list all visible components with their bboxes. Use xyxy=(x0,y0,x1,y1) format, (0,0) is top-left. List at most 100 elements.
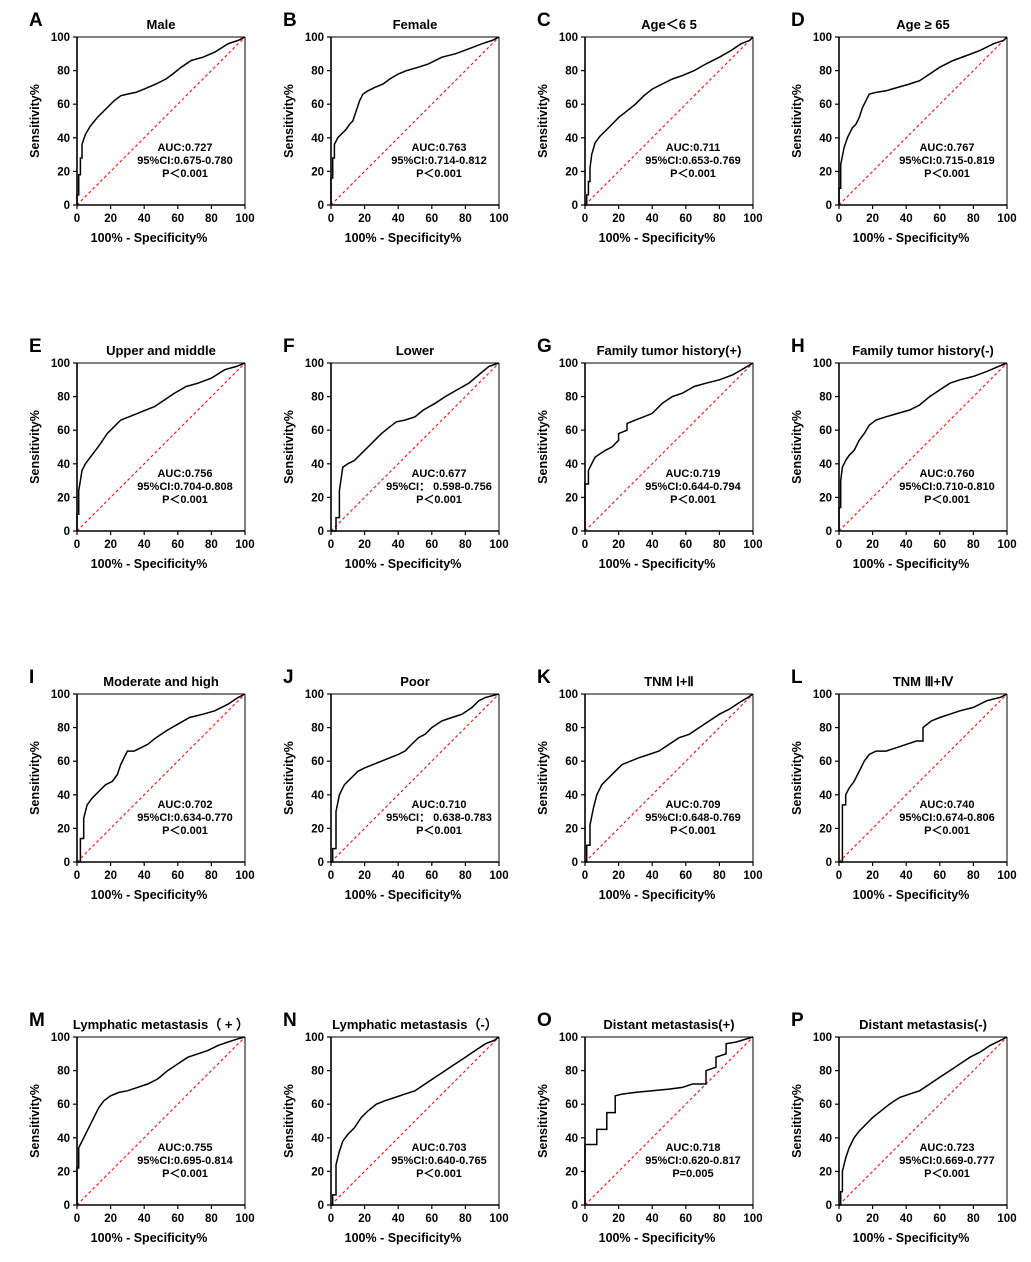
reference-diagonal-line xyxy=(76,1036,246,1206)
reference-diagonal-line xyxy=(330,693,500,863)
panel-title: Lymphatic metastasis（ + ） xyxy=(73,1017,249,1032)
panel-letter: M xyxy=(29,1010,45,1031)
ci-annotation: 95%CI:0.653-0.769 xyxy=(645,155,740,167)
x-tick-label: 0 xyxy=(328,870,334,882)
y-tick-label: 0 xyxy=(64,526,70,538)
x-tick-label: 0 xyxy=(74,1213,80,1225)
y-tick-label: 20 xyxy=(819,492,832,504)
x-tick-label: 100 xyxy=(743,1213,762,1225)
y-tick-label: 20 xyxy=(565,492,578,504)
x-axis-label: 100% - Specificity% xyxy=(853,231,970,245)
panel-title: Distant metastasis(+) xyxy=(603,1017,734,1032)
y-tick-label: 40 xyxy=(311,1133,324,1145)
y-tick-label: 40 xyxy=(819,459,832,471)
y-tick-label: 0 xyxy=(572,526,578,538)
y-tick-label: 100 xyxy=(51,1032,70,1044)
ci-annotation: 95%CI： 0.598-0.756 xyxy=(386,481,492,493)
y-axis-label: Sensitivity% xyxy=(790,1084,804,1158)
x-tick-label: 80 xyxy=(713,870,726,882)
roc-curve-line xyxy=(838,362,1008,531)
x-tick-label: 60 xyxy=(425,539,438,551)
y-tick-label: 60 xyxy=(565,425,578,437)
y-tick-label: 60 xyxy=(311,756,324,768)
y-tick-label: 100 xyxy=(305,32,324,44)
x-tick-label: 60 xyxy=(679,1213,692,1225)
roc-panel-p: P Distant metastasis(-) 0 20 40 60 80 100 0 20 40 6… xyxy=(790,1010,1017,1245)
p-value-annotation: P＜0.001 xyxy=(670,168,716,180)
x-tick-label: 40 xyxy=(392,539,405,551)
x-tick-label: 80 xyxy=(967,539,980,551)
y-tick-label: 60 xyxy=(819,756,832,768)
panel-title: Age ≥ 65 xyxy=(896,17,949,32)
y-tick-label: 20 xyxy=(565,166,578,178)
y-axis-label: Sensitivity% xyxy=(28,84,42,158)
x-axis-label: 100% - Specificity% xyxy=(91,888,208,902)
auc-annotation: AUC:0.760 xyxy=(919,468,974,480)
y-tick-label: 40 xyxy=(819,790,832,802)
roc-curve-line xyxy=(584,1036,754,1205)
y-tick-label: 0 xyxy=(318,526,324,538)
auc-annotation: AUC:0.677 xyxy=(411,468,466,480)
x-tick-label: 100 xyxy=(235,213,254,225)
panel-title: Family tumor history(-) xyxy=(852,343,994,358)
roc-panel-m: M Lymphatic metastasis（ + ） 0 20 40 60 80 100 0 2… xyxy=(28,1010,255,1245)
panel-title: Male xyxy=(147,17,176,32)
roc-curve-line xyxy=(77,693,246,863)
y-axis-label: Sensitivity% xyxy=(28,410,42,484)
x-tick-label: 40 xyxy=(900,539,913,551)
p-value-annotation: P＜0.001 xyxy=(416,168,462,180)
x-tick-label: 0 xyxy=(74,213,80,225)
p-value-annotation: P＜0.001 xyxy=(162,1168,208,1180)
auc-annotation: AUC:0.727 xyxy=(157,142,212,154)
p-value-annotation: P＜0.001 xyxy=(162,168,208,180)
x-tick-label: 80 xyxy=(205,1213,218,1225)
y-tick-label: 0 xyxy=(826,1200,832,1212)
y-tick-label: 80 xyxy=(819,1066,832,1078)
y-tick-label: 60 xyxy=(311,1099,324,1111)
x-tick-label: 100 xyxy=(997,870,1016,882)
x-tick-label: 80 xyxy=(967,870,980,882)
reference-diagonal-line xyxy=(76,36,246,206)
y-tick-label: 0 xyxy=(572,1200,578,1212)
x-tick-label: 0 xyxy=(328,1213,334,1225)
x-tick-label: 100 xyxy=(235,539,254,551)
x-tick-label: 60 xyxy=(679,213,692,225)
auc-annotation: AUC:0.703 xyxy=(411,1142,466,1154)
y-tick-label: 100 xyxy=(305,689,324,701)
y-axis-label: Sensitivity% xyxy=(282,741,296,815)
reference-diagonal-line xyxy=(838,36,1008,206)
y-tick-label: 60 xyxy=(565,99,578,111)
y-axis-label: Sensitivity% xyxy=(790,741,804,815)
y-tick-label: 20 xyxy=(57,823,70,835)
x-tick-label: 20 xyxy=(612,539,625,551)
y-tick-label: 60 xyxy=(819,1099,832,1111)
ci-annotation: 95%CI:0.715-0.819 xyxy=(899,155,994,167)
y-axis-label: Sensitivity% xyxy=(28,1084,42,1158)
roc-curve-line xyxy=(76,1036,246,1205)
x-tick-label: 100 xyxy=(489,870,508,882)
auc-annotation: AUC:0.767 xyxy=(919,142,974,154)
x-tick-label: 100 xyxy=(743,539,762,551)
y-tick-label: 60 xyxy=(565,756,578,768)
y-tick-label: 40 xyxy=(57,1133,70,1145)
x-tick-label: 0 xyxy=(74,539,80,551)
roc-curve-line xyxy=(585,36,754,206)
x-tick-label: 60 xyxy=(171,1213,184,1225)
x-tick-label: 80 xyxy=(967,213,980,225)
auc-annotation: AUC:0.710 xyxy=(411,799,466,811)
x-tick-label: 0 xyxy=(328,539,334,551)
x-tick-label: 80 xyxy=(713,539,726,551)
y-tick-label: 20 xyxy=(57,492,70,504)
x-tick-label: 20 xyxy=(358,870,371,882)
x-tick-label: 20 xyxy=(104,1213,117,1225)
auc-annotation: AUC:0.702 xyxy=(157,799,212,811)
x-tick-label: 0 xyxy=(582,213,588,225)
reference-diagonal-line xyxy=(838,693,1008,863)
x-tick-label: 60 xyxy=(679,539,692,551)
x-tick-label: 60 xyxy=(171,870,184,882)
x-tick-label: 60 xyxy=(679,870,692,882)
x-tick-label: 40 xyxy=(138,213,151,225)
roc-panel-n: N Lymphatic metastasis（-） 0 20 40 60 80 100 0 20 4… xyxy=(282,1010,509,1245)
y-tick-label: 40 xyxy=(819,1133,832,1145)
x-tick-label: 0 xyxy=(582,870,588,882)
